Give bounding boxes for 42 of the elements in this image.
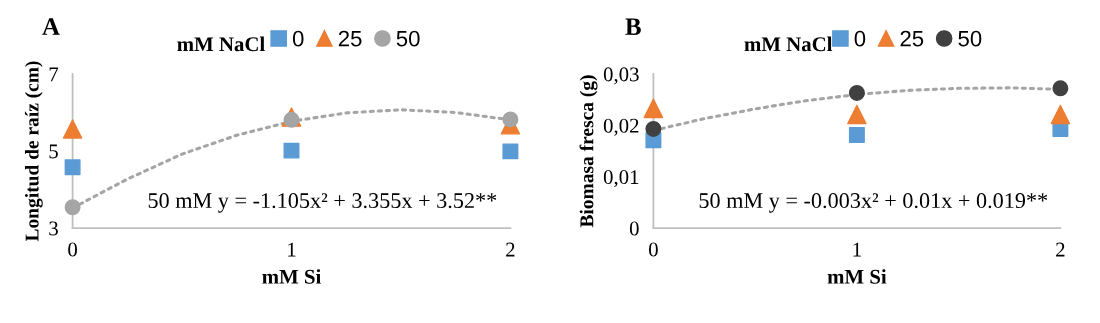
legend-label: 0 [292,30,304,47]
point [64,159,81,176]
point [1050,104,1071,125]
point [283,142,300,159]
y-tick-label: 5 [49,144,58,159]
x-tick-label: 2 [506,242,515,257]
legend-label: 25 [338,30,362,47]
chart-title: A [42,18,60,35]
legend-label: 25 [900,30,924,47]
point [643,98,664,119]
point [64,199,81,216]
legend-label: 0 [854,30,866,47]
point [847,104,867,125]
x-axis-title: mM Si [262,269,321,284]
point [502,111,519,128]
point [848,84,865,101]
y-tick-label: 3 [49,221,58,236]
x-tick-label: 2 [1056,242,1065,257]
x-tick-label: 1 [853,242,861,257]
point [645,120,662,137]
point [502,143,519,160]
point [848,127,865,144]
chart-title: B [625,18,641,35]
annotation: 50 mM y = -1.105x² + 3.355x + 3.52** [148,193,497,213]
legend-title: mM NaCl [177,36,265,52]
point [62,119,83,139]
legend-title: mM NaCl [744,36,833,52]
point [1052,80,1069,97]
y-tick-label: 0,01 [603,170,639,188]
x-axis-title: mM Si [827,269,887,284]
y-tick-label: 0,02 [603,118,639,136]
annotation: 50 mM y = -0.003x² + 0.01x + 0.019** [699,193,1048,213]
legend-label: 50 [396,30,420,47]
y-axis-title: Biomasa fresca (g) [579,75,598,228]
legend-label: 50 [958,30,982,47]
y-axis-title: Longitud de raíz (cm) [24,61,43,242]
x-tick-label: 1 [288,242,296,257]
x-tick-label: 0 [648,242,658,257]
y-tick-label: 0,03 [603,67,639,85]
x-tick-label: 0 [68,242,78,257]
y-tick-label: 7 [49,67,59,82]
y-tick-label: 0 [629,221,639,236]
